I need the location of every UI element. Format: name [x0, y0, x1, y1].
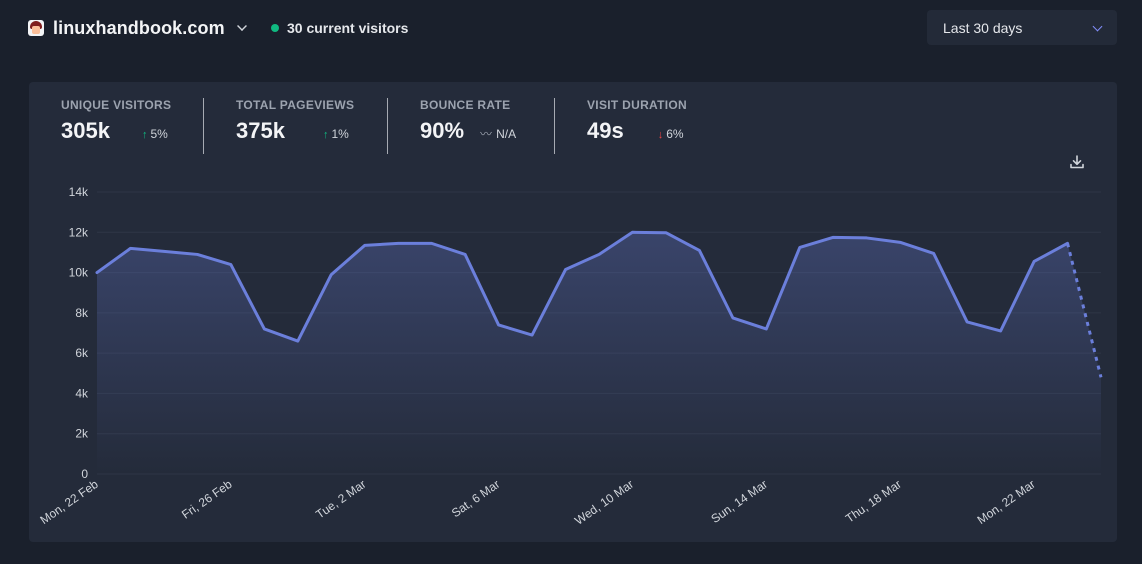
data-point[interactable] — [495, 321, 503, 329]
stat-label: UNIQUE VISITORS — [61, 98, 172, 112]
stat-label: BOUNCE RATE — [420, 98, 511, 112]
data-point[interactable] — [662, 229, 670, 237]
stat-label: VISIT DURATION — [587, 98, 687, 112]
stat-value: 375k — [236, 118, 285, 143]
stat-change-value: 6% — [666, 127, 684, 141]
y-tick-label: 6k — [75, 346, 89, 360]
stat-change: ↑ 1% — [323, 127, 349, 141]
series-line — [95, 230, 1070, 343]
stat-visit-duration[interactable]: VISIT DURATION 49s ↓ 6% — [587, 98, 687, 154]
current-visitors-label: 30 current visitors — [287, 20, 409, 36]
data-point[interactable] — [160, 247, 168, 255]
stat-value: 90% — [420, 118, 465, 143]
data-point[interactable] — [562, 266, 570, 274]
current-visitors[interactable]: 30 current visitors — [271, 19, 408, 37]
stat-change: ↑ 5% — [142, 127, 168, 141]
site-favicon-icon — [28, 20, 44, 36]
stat-divider — [554, 98, 555, 154]
data-point[interactable] — [327, 271, 335, 279]
data-point[interactable] — [595, 250, 603, 258]
x-tick-label: Wed, 10 Mar — [572, 477, 636, 528]
x-tick-label: Mon, 22 Feb — [38, 477, 101, 527]
data-point[interactable] — [695, 246, 703, 254]
data-point[interactable] — [126, 244, 134, 252]
x-tick-label: Fri, 26 Feb — [179, 477, 235, 522]
x-tick-label: Thu, 18 Mar — [843, 477, 904, 526]
data-point[interactable] — [997, 327, 1005, 335]
stat-divider — [387, 98, 388, 154]
stat-change-value: 5% — [150, 127, 168, 141]
stat-change: ↓ 6% — [658, 127, 684, 141]
site-switcher[interactable]: linuxhandbook.com — [28, 14, 247, 42]
top-bar: linuxhandbook.com 30 current visitors La… — [0, 0, 1142, 60]
data-point[interactable] — [930, 249, 938, 257]
data-point[interactable] — [260, 325, 268, 333]
data-point[interactable] — [963, 318, 971, 326]
data-point[interactable] — [227, 261, 235, 269]
data-point[interactable] — [193, 250, 201, 258]
live-dot-icon — [271, 24, 279, 32]
data-point[interactable] — [729, 314, 737, 322]
x-tick-label: Tue, 2 Mar — [313, 477, 368, 521]
data-point[interactable] — [461, 250, 469, 258]
data-point[interactable] — [829, 233, 837, 241]
y-tick-label: 4k — [75, 386, 89, 400]
stat-label: TOTAL PAGEVIEWS — [236, 98, 355, 112]
y-tick-label: 10k — [69, 266, 89, 280]
series-area — [97, 232, 1101, 474]
y-tick-label: 0 — [81, 467, 88, 481]
data-point[interactable] — [863, 234, 871, 242]
y-tick-label: 8k — [75, 306, 89, 320]
stat-value: 305k — [61, 118, 110, 143]
arrow-down-icon: ↓ — [657, 129, 664, 141]
x-tick-label: Mon, 22 Mar — [975, 477, 1038, 527]
stat-change-value: N/A — [496, 127, 517, 141]
stat-value: 49s — [587, 118, 624, 143]
arrow-up-icon: ↑ — [141, 129, 148, 141]
flat-trend-icon: 〰 — [480, 127, 493, 141]
stat-unique-visitors[interactable]: UNIQUE VISITORS 305k ↑ 5% — [61, 98, 171, 154]
data-point[interactable] — [394, 239, 402, 247]
data-point[interactable] — [1064, 239, 1072, 247]
data-point[interactable] — [294, 337, 302, 345]
data-point[interactable] — [1097, 373, 1105, 381]
data-point[interactable] — [428, 239, 436, 247]
x-tick-label: Sun, 14 Mar — [708, 477, 770, 526]
arrow-up-icon: ↑ — [322, 129, 329, 141]
stat-total-pageviews[interactable]: TOTAL PAGEVIEWS 375k ↑ 1% — [236, 98, 354, 154]
data-point[interactable] — [762, 325, 770, 333]
data-point[interactable] — [796, 243, 804, 251]
data-point[interactable] — [528, 331, 536, 339]
stat-change-value: 1% — [331, 127, 349, 141]
stat-change: 〰 N/A — [480, 125, 516, 142]
download-icon[interactable] — [1069, 154, 1085, 170]
x-tick-label: Sat, 6 Mar — [449, 477, 502, 520]
data-point[interactable] — [1030, 257, 1038, 265]
data-point[interactable] — [93, 269, 101, 277]
stat-bounce-rate[interactable]: BOUNCE RATE 90% 〰 N/A — [420, 98, 516, 154]
y-tick-label: 2k — [75, 427, 89, 441]
data-point[interactable] — [628, 228, 636, 236]
date-range-select[interactable]: Last 30 days — [927, 10, 1117, 45]
stat-divider — [203, 98, 204, 154]
site-name: linuxhandbook.com — [53, 17, 225, 38]
y-tick-label: 14k — [69, 185, 89, 199]
y-tick-label: 12k — [69, 225, 89, 239]
data-point[interactable] — [361, 241, 369, 249]
date-range-label: Last 30 days — [943, 19, 1023, 36]
data-point[interactable] — [896, 238, 904, 246]
